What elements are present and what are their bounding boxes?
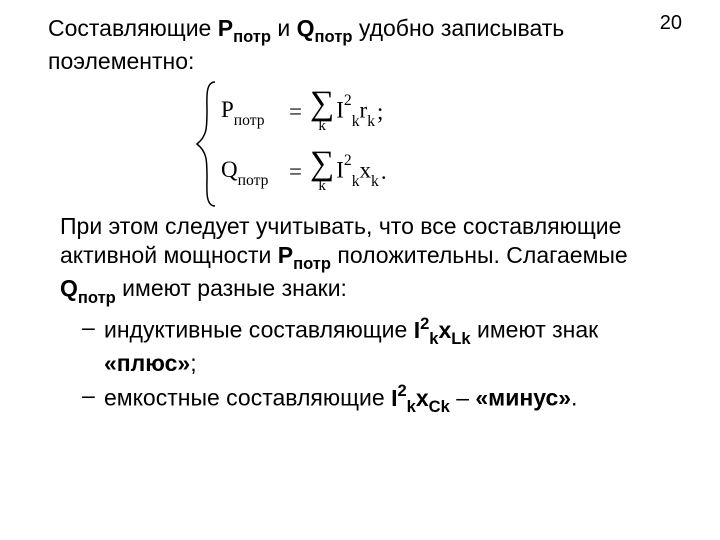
sum-symbol: ∑ k [310,150,334,194]
bullet1-end: ; [190,350,196,376]
bullet1-b: имеют знак [471,317,599,343]
bullet2-b: – [450,385,476,411]
equals-sign: = [289,99,302,125]
sum-symbol: ∑ k [310,90,334,134]
intro-text-pre: Составляющие [48,15,218,41]
q-rhs-term: I2kxk [336,156,379,188]
list-item-capacitive: емкостные составляющие I2kxCk – «минус». [82,381,684,417]
formula-system: Pпотр = ∑ k I2krk ; Qпотр = ∑ k I2kxk [221,82,511,202]
bullet2-a: емкостные составляющие [104,385,391,411]
q-symbol-2: Qпотр [60,275,116,301]
formula-row-p: Pпотр = ∑ k I2krk ; [221,82,511,142]
lower-text-block: При этом следует учитывать, что все сост… [60,212,684,417]
bullet-list: индуктивные составляющие I2kxLk имеют зн… [60,313,684,416]
p-lhs: Pпотр [221,97,285,128]
punct-semicolon: ; [377,99,383,125]
bullet1-a: индуктивные составляющие [104,317,414,343]
formula-row-q: Qпотр = ∑ k I2kxk . [221,142,511,202]
explanation-paragraph: При этом следует учитывать, что все сост… [60,212,684,307]
p-rhs-term: I2krk [336,96,375,128]
p-symbol: Рпотр [218,15,271,41]
i2kxck-symbol: I2kxCk [391,385,450,411]
bullet2-end: . [571,385,577,411]
list-item-inductive: индуктивные составляющие I2kxLk имеют зн… [82,313,684,379]
left-brace-icon [195,80,221,208]
para2-b: положительны. Слагаемые [331,242,628,268]
q-symbol: Qпотр [297,15,353,41]
intro-paragraph: Составляющие Рпотр и Qпотр удобно записы… [48,14,684,76]
q-lhs: Qпотр [221,157,285,188]
equals-sign: = [289,159,302,185]
page-number: 20 [660,12,682,35]
minus-label: «минус» [475,385,571,411]
intro-text-mid: и [271,15,297,41]
p-symbol-2: Рпотр [278,242,331,268]
para2-c: имеют разные знаки: [116,275,347,301]
plus-label: «плюс» [104,350,190,376]
slide-page: 20 Составляющие Рпотр и Qпотр удобно зап… [0,0,720,540]
punct-period: . [381,159,387,185]
i2kxlk-symbol: I2kxLk [414,317,471,343]
